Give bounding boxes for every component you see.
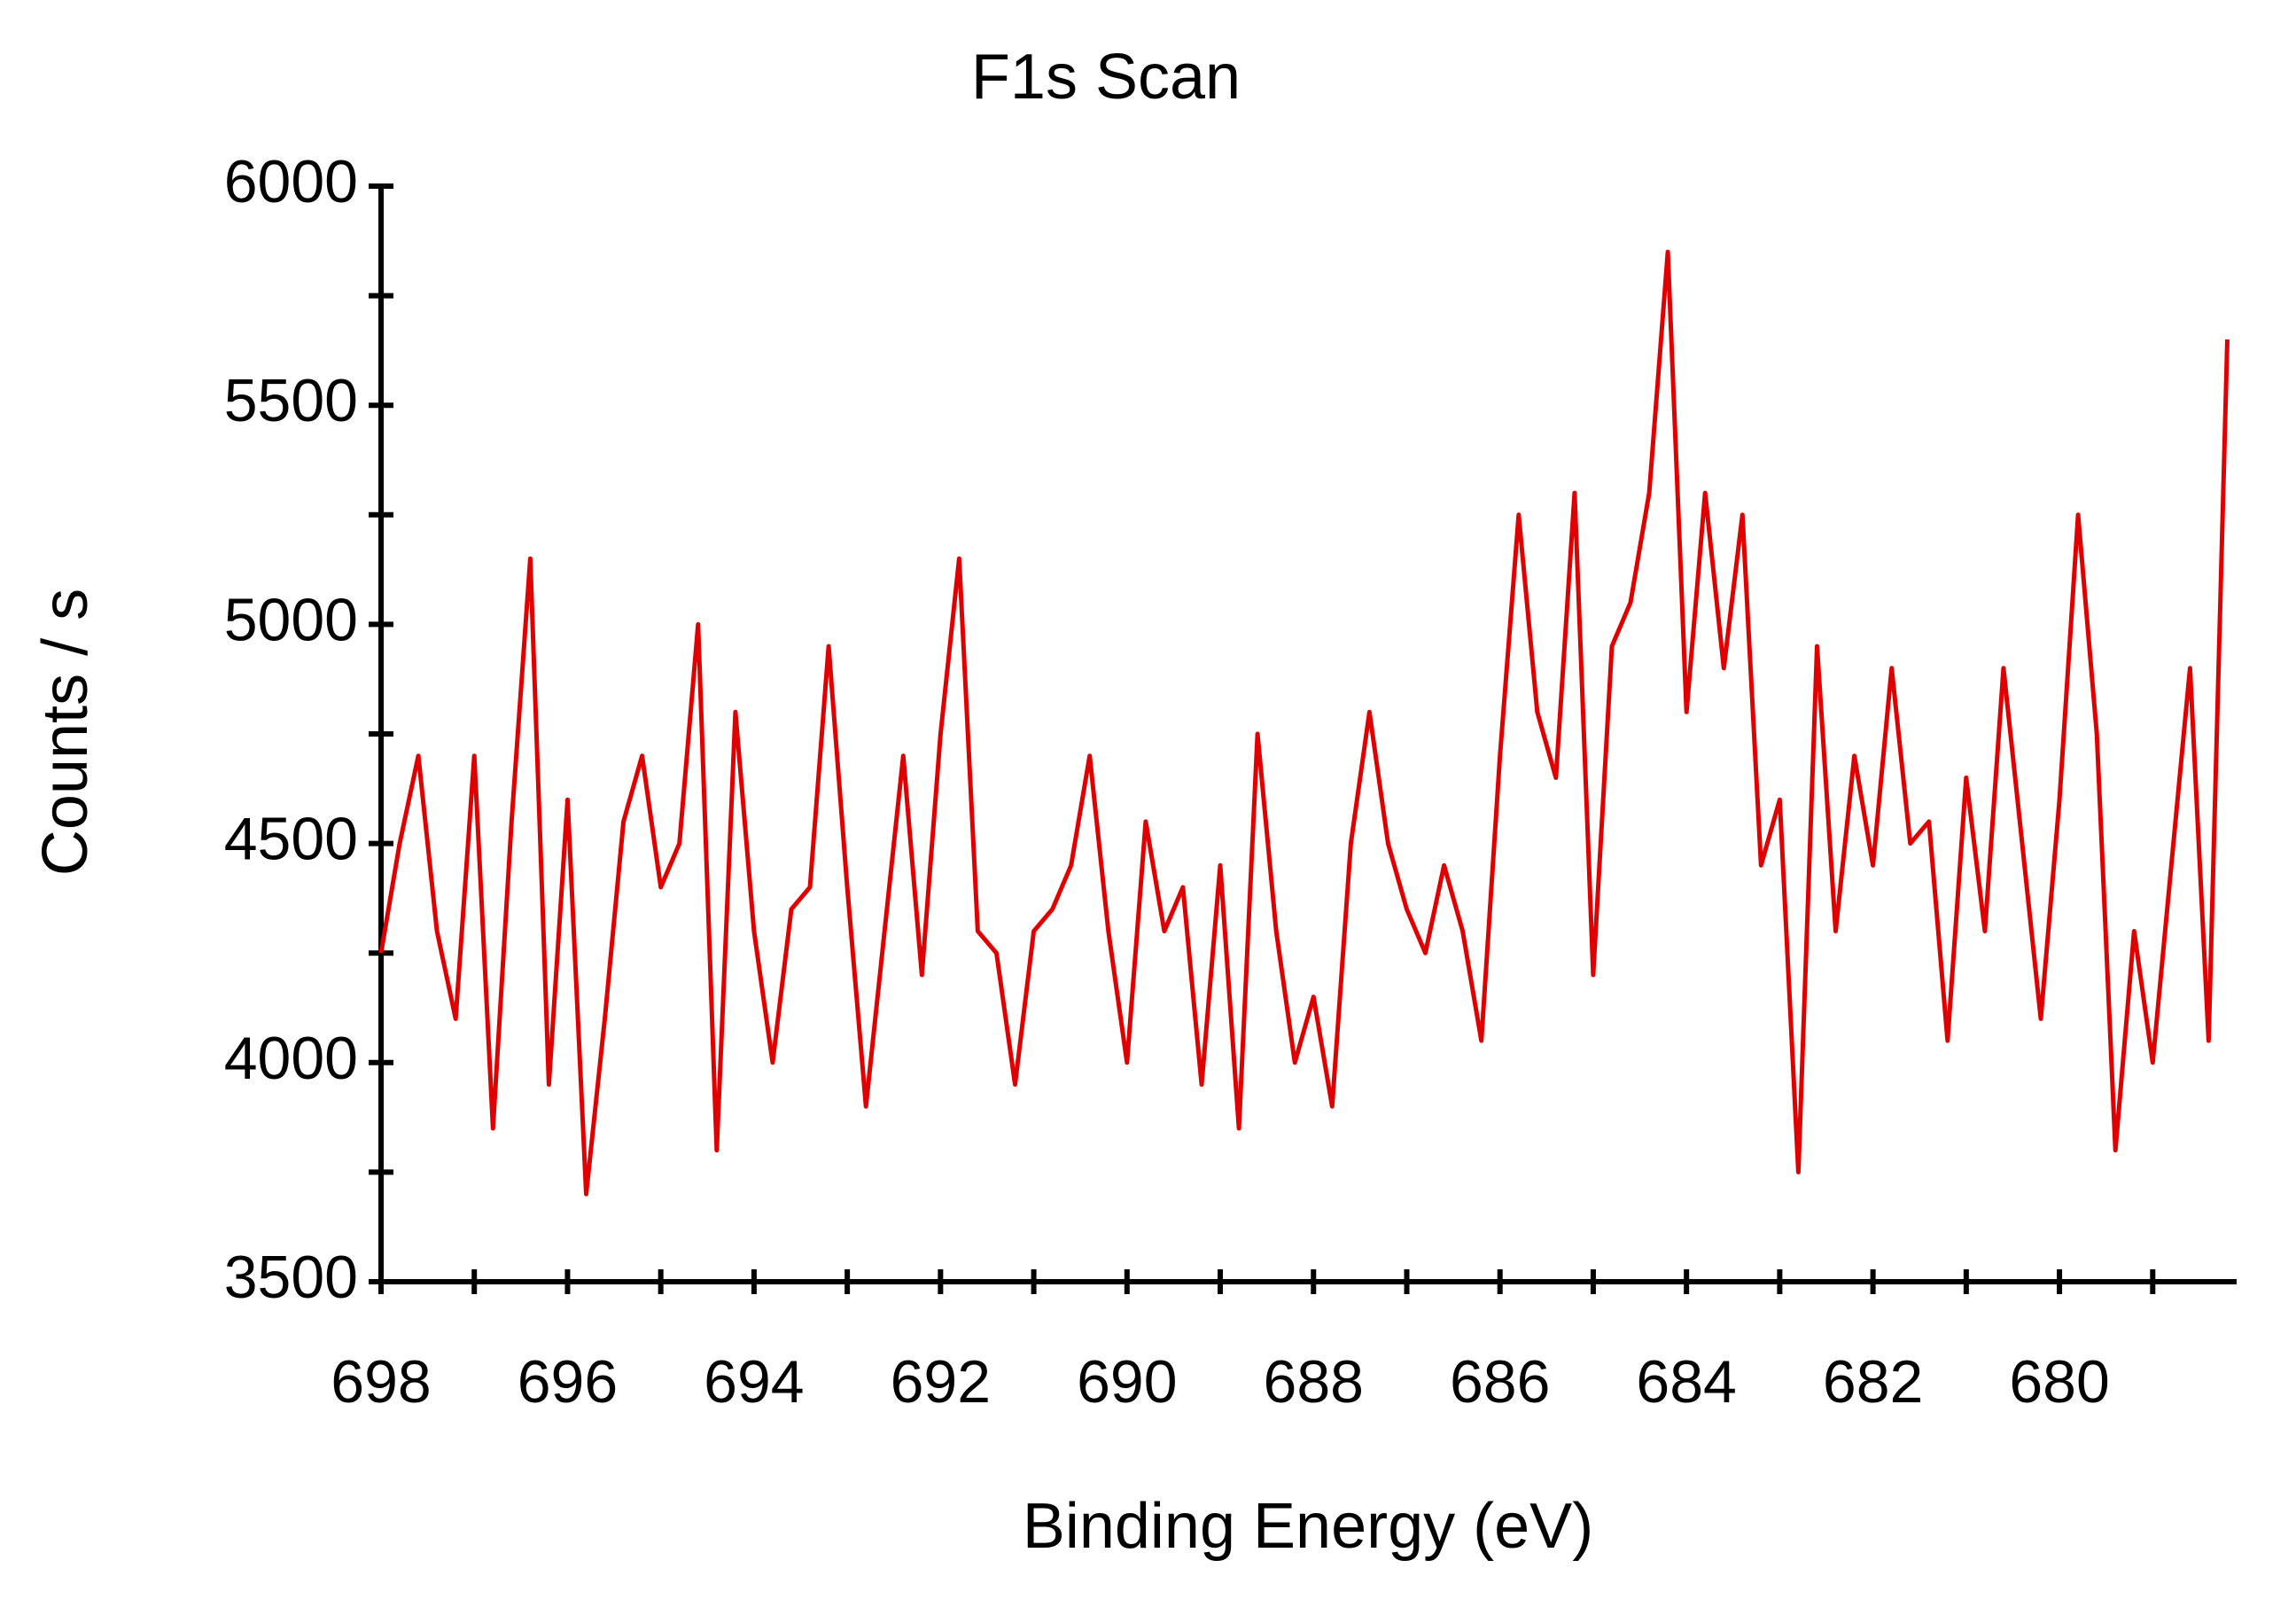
y-axis-label: Counts / s xyxy=(30,589,101,876)
y-tick-label: 5000 xyxy=(224,586,358,653)
x-axis-label: Binding Energy (eV) xyxy=(1023,1491,1593,1562)
x-tick-label: 696 xyxy=(518,1348,618,1416)
x-tick-label: 690 xyxy=(1077,1348,1177,1416)
y-tick-label: 5500 xyxy=(224,367,358,434)
x-tick-label: 682 xyxy=(1823,1348,1923,1416)
y-tick-label: 3500 xyxy=(224,1244,358,1311)
x-tick-label: 684 xyxy=(1636,1348,1736,1416)
x-tick-label: 692 xyxy=(891,1348,991,1416)
x-tick-label: 694 xyxy=(704,1348,804,1416)
x-tick-label: 680 xyxy=(2009,1348,2109,1416)
y-tick-label: 6000 xyxy=(224,148,358,215)
x-tick-label: 698 xyxy=(331,1348,431,1416)
x-tick-label: 686 xyxy=(1450,1348,1550,1416)
chart-title: F1s Scan xyxy=(971,42,1241,113)
data-line xyxy=(378,249,2230,1197)
y-tick-label: 4000 xyxy=(224,1025,358,1092)
y-tick-label: 4500 xyxy=(224,806,358,873)
x-tick-label: 688 xyxy=(1264,1348,1364,1416)
